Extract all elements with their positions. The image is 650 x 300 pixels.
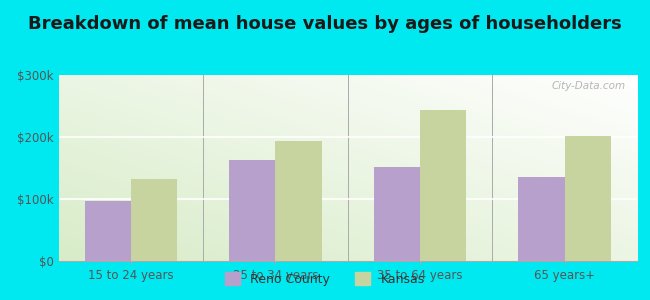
Bar (420, 110, 466, 261)
Bar (565, 136, 611, 261)
Text: Breakdown of mean house values by ages of householders: Breakdown of mean house values by ages o… (28, 15, 622, 33)
Bar (519, 177, 565, 261)
Text: City-Data.com: City-Data.com (551, 81, 625, 91)
Bar (84, 201, 131, 261)
Bar (276, 141, 322, 261)
Bar (374, 167, 420, 261)
Legend: Reno County, Kansas: Reno County, Kansas (220, 267, 430, 291)
Bar (131, 179, 177, 261)
Bar (229, 160, 276, 261)
